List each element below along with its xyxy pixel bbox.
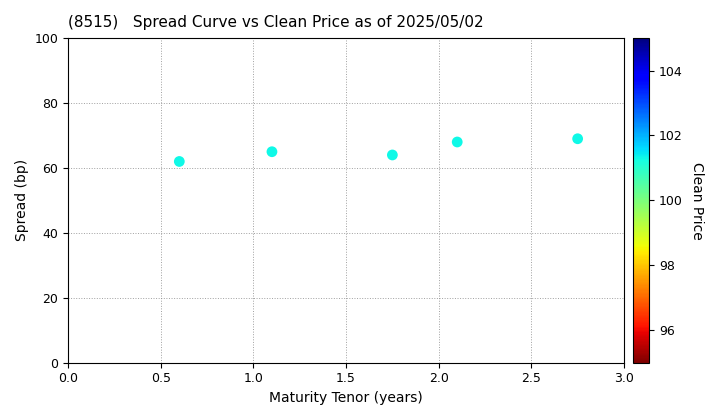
Y-axis label: Spread (bp): Spread (bp) — [15, 159, 29, 242]
Point — [572, 135, 583, 142]
X-axis label: Maturity Tenor (years): Maturity Tenor (years) — [269, 391, 423, 405]
Point — [266, 148, 278, 155]
Point — [174, 158, 185, 165]
Text: (8515)   Spread Curve vs Clean Price as of 2025/05/02: (8515) Spread Curve vs Clean Price as of… — [68, 15, 484, 30]
Y-axis label: Clean Price: Clean Price — [690, 162, 703, 239]
Point — [387, 152, 398, 158]
Point — [451, 139, 463, 145]
